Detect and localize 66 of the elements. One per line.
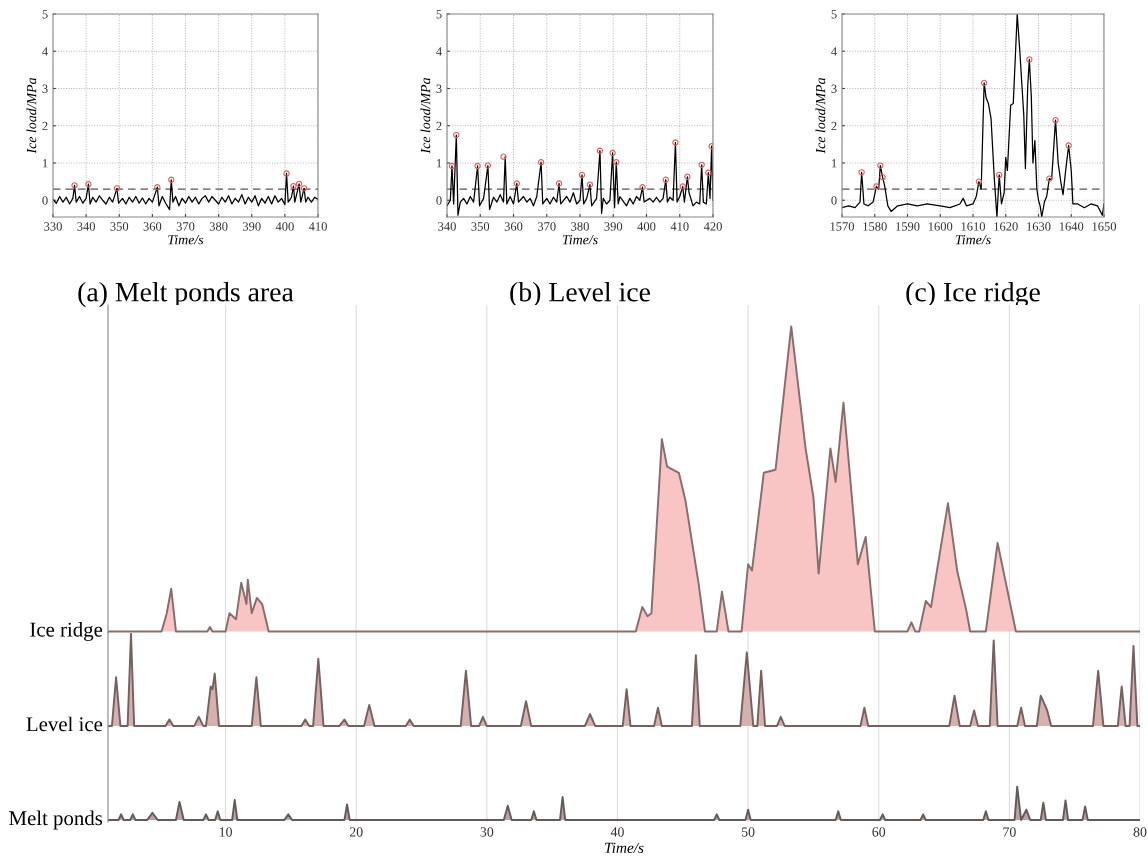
x-tick-label: 370 (176, 222, 195, 231)
x-axis-title: Time/s (562, 235, 598, 245)
x-tick-label: 360 (504, 222, 523, 231)
x-tick-label: 350 (471, 222, 490, 231)
x-axis-title: Time/s (168, 235, 204, 245)
x-tick-label: 50 (741, 827, 755, 837)
y-tick-label: 0 (42, 196, 48, 205)
y-tick-label: 3 (436, 84, 442, 93)
x-tick-label: 60 (872, 827, 886, 837)
text: (c) Ice ridge (906, 281, 1040, 308)
x-tick-label: 390 (604, 222, 623, 231)
x-tick-label: 340 (77, 222, 96, 231)
y-tick-label: 4 (831, 47, 837, 56)
series-label: Ice ridge (30, 622, 103, 641)
y-tick-label: 1 (831, 159, 837, 168)
y-axis-title: Ice load/MPa (26, 78, 37, 154)
x-tick-label: 1570 (830, 222, 855, 231)
x-tick-label: 380 (209, 222, 228, 231)
x-tick-label: 370 (537, 222, 556, 231)
x-tick-label: 340 (438, 222, 456, 231)
x-tick-label: 400 (275, 222, 294, 231)
x-tick-label: 80 (1133, 827, 1147, 837)
y-tick-label: 4 (436, 47, 442, 56)
y-tick-label: 0 (831, 196, 837, 205)
x-tick-label: 10 (219, 827, 232, 837)
x-tick-label: 360 (143, 222, 162, 231)
x-axis-title: Time/s (955, 235, 991, 245)
x-tick-label: 30 (480, 827, 494, 837)
series-label: Level ice (26, 716, 103, 732)
y-tick-label: 5 (436, 10, 442, 19)
y-tick-label: 2 (831, 121, 837, 131)
y-tick-label: 5 (831, 10, 837, 19)
x-tick-label: 20 (349, 827, 363, 837)
x-tick-label: 1580 (863, 222, 887, 231)
series-label: Melt ponds (9, 810, 103, 830)
y-tick-label: 3 (831, 84, 837, 93)
y-tick-label: 3 (42, 84, 48, 93)
y-axis-title: Ice load/MPa (815, 78, 826, 154)
text: (a) Melt ponds area (78, 281, 294, 308)
x-tick-label: 1650 (1092, 222, 1117, 231)
text: (b) Level ice (510, 281, 650, 308)
y-tick-label: 2 (42, 121, 48, 131)
x-tick-label: 1590 (896, 222, 920, 231)
y-tick-label: 1 (436, 159, 442, 168)
y-tick-label: 4 (42, 47, 48, 56)
x-tick-label: 1630 (1027, 222, 1051, 231)
x-tick-label: 330 (44, 222, 62, 231)
x-axis-title: Time/s (605, 842, 644, 853)
x-tick-label: 40 (610, 827, 624, 837)
x-tick-label: 1640 (1059, 222, 1084, 231)
y-axis-title: Ice load/MPa (420, 78, 431, 154)
x-tick-label: 1600 (928, 222, 953, 231)
x-tick-label: 380 (571, 222, 589, 231)
x-tick-label: 1610 (961, 222, 986, 231)
x-tick-label: 1620 (994, 222, 1018, 231)
y-tick-label: 0 (436, 196, 442, 205)
y-tick-label: 1 (42, 159, 48, 168)
x-tick-label: 390 (242, 222, 261, 231)
x-tick-label: 70 (1003, 827, 1016, 837)
x-tick-label: 400 (637, 222, 656, 231)
y-tick-label: 2 (436, 121, 442, 131)
x-tick-label: 350 (110, 222, 129, 231)
x-tick-label: 410 (670, 222, 689, 231)
y-tick-label: 5 (42, 10, 48, 19)
x-tick-label: 420 (703, 222, 722, 231)
x-tick-label: 410 (308, 222, 327, 231)
